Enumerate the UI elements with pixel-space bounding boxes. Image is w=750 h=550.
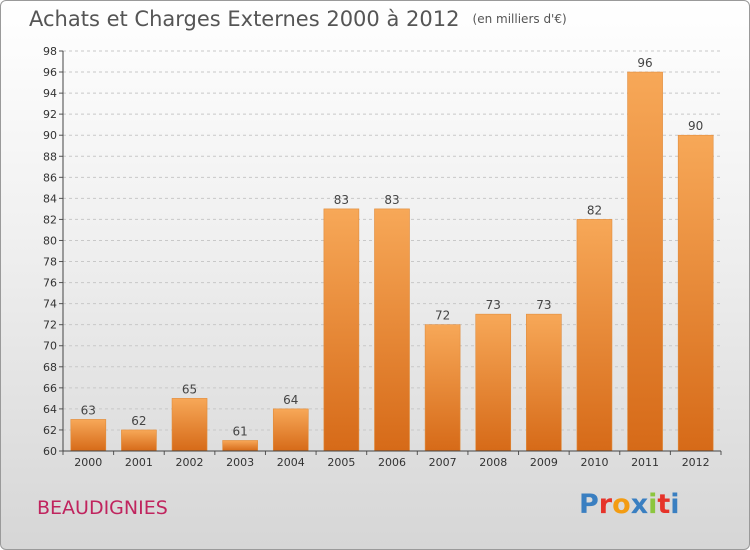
y-tick-label: 92 bbox=[43, 108, 57, 121]
y-tick-label: 72 bbox=[43, 319, 57, 332]
logo-letter: P bbox=[579, 489, 599, 520]
y-tick-label: 60 bbox=[43, 445, 57, 458]
bar bbox=[70, 419, 107, 452]
chart-unit: (en milliers d'€) bbox=[472, 12, 567, 26]
bar-value-label: 73 bbox=[536, 298, 551, 312]
y-tick-label: 66 bbox=[43, 382, 57, 395]
y-tick-label: 62 bbox=[43, 424, 57, 437]
y-tick-label: 76 bbox=[43, 277, 57, 290]
bars bbox=[70, 71, 714, 452]
x-tick-label: 2006 bbox=[378, 456, 406, 469]
bar bbox=[526, 313, 562, 452]
chart-title-block: Achats et Charges Externes 2000 à 2012 (… bbox=[29, 7, 567, 31]
y-tick-label: 82 bbox=[43, 213, 57, 226]
bar-value-label: 83 bbox=[334, 193, 349, 207]
y-tick-label: 96 bbox=[43, 66, 57, 79]
bar-value-label: 83 bbox=[384, 193, 399, 207]
bar-value-label: 73 bbox=[486, 298, 501, 312]
y-tick-label: 64 bbox=[43, 403, 57, 416]
bar bbox=[222, 440, 258, 452]
value-labels: 63 62 65 61 64 83 83 72 73 73 82 96 90 bbox=[81, 56, 704, 438]
chart-title: Achats et Charges Externes 2000 à 2012 bbox=[29, 7, 460, 31]
x-axis-ticks: 2000 2001 2002 2003 2004 2005 2006 2007 2008 2009… bbox=[62, 451, 722, 469]
logo-letter: o bbox=[612, 489, 631, 520]
proxiti-logo: Proxiti bbox=[579, 489, 680, 520]
y-tick-label: 78 bbox=[43, 256, 57, 269]
y-tick-label: 98 bbox=[43, 45, 57, 58]
logo-letter: t bbox=[657, 489, 671, 520]
y-tick-label: 86 bbox=[43, 171, 57, 184]
bar-value-label: 82 bbox=[587, 203, 602, 217]
x-tick-label: 2011 bbox=[631, 456, 659, 469]
bar-value-label: 65 bbox=[182, 382, 197, 396]
place-name: BEAUDIGNIES bbox=[37, 497, 168, 519]
y-tick-label: 74 bbox=[43, 298, 57, 311]
x-tick-label: 2002 bbox=[176, 456, 204, 469]
bar bbox=[171, 398, 208, 452]
logo-letter: r bbox=[598, 489, 613, 520]
x-tick-label: 2001 bbox=[125, 456, 153, 469]
x-tick-label: 2009 bbox=[530, 456, 558, 469]
x-tick-label: 2012 bbox=[682, 456, 710, 469]
bar-value-label: 64 bbox=[283, 393, 298, 407]
bar bbox=[627, 71, 663, 452]
bar bbox=[424, 324, 461, 452]
y-tick-label: 80 bbox=[43, 234, 57, 247]
bar bbox=[576, 219, 613, 452]
bar-value-label: 96 bbox=[637, 56, 652, 70]
y-tick-label: 84 bbox=[43, 192, 57, 205]
y-axis-ticks: 60 62 64 66 68 70 72 74 76 78 80 82 84 86 88 90 92 94 96 98 bbox=[43, 45, 63, 458]
y-tick-label: 70 bbox=[43, 340, 57, 353]
x-tick-label: 2004 bbox=[277, 456, 305, 469]
y-tick-label: 90 bbox=[43, 129, 57, 142]
bar-value-label: 90 bbox=[688, 119, 703, 133]
y-tick-label: 94 bbox=[43, 87, 57, 100]
bar bbox=[272, 408, 309, 452]
bar bbox=[323, 208, 360, 452]
bar-value-label: 63 bbox=[81, 403, 96, 417]
bar-value-label: 62 bbox=[131, 414, 146, 428]
bar-value-label: 72 bbox=[435, 309, 450, 323]
x-tick-label: 2010 bbox=[580, 456, 608, 469]
logo-letter: x bbox=[630, 489, 649, 520]
bar-value-label: 61 bbox=[233, 424, 248, 438]
x-tick-label: 2000 bbox=[74, 456, 102, 469]
axes bbox=[62, 51, 721, 452]
bar bbox=[374, 208, 410, 452]
bar bbox=[121, 429, 157, 452]
bar bbox=[475, 313, 512, 452]
logo-letter: i bbox=[670, 489, 680, 520]
x-tick-label: 2003 bbox=[226, 456, 254, 469]
bar bbox=[677, 134, 714, 452]
x-tick-label: 2007 bbox=[429, 456, 457, 469]
y-tick-label: 68 bbox=[43, 361, 57, 374]
logo-letter: i bbox=[648, 489, 658, 520]
y-tick-label: 88 bbox=[43, 150, 57, 163]
x-tick-label: 2008 bbox=[479, 456, 507, 469]
x-tick-label: 2005 bbox=[327, 456, 355, 469]
